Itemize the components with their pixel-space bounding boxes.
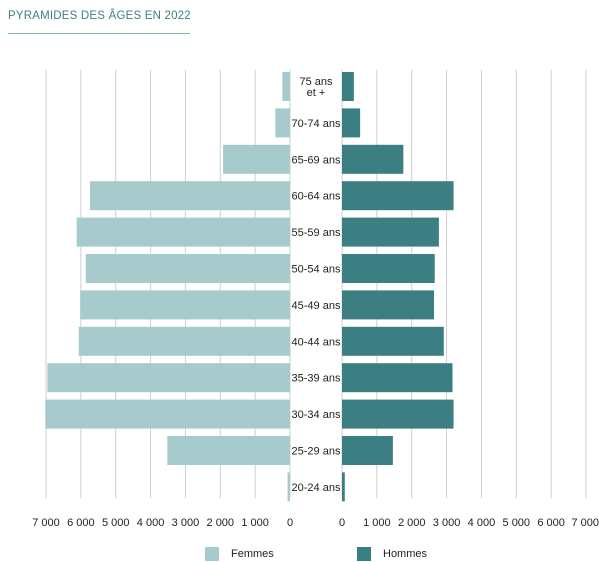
x-tick-right: 0 (339, 517, 345, 529)
bar-hommes (342, 254, 435, 283)
bar-hommes (342, 217, 439, 247)
legend-label-hommes: Hommes (383, 548, 428, 560)
legend-label-femmes: Femmes (231, 548, 274, 560)
bar-hommes (342, 290, 435, 320)
x-tick-left: 7 000 (32, 517, 60, 529)
bar-femmes (76, 217, 290, 247)
age-label: et + (307, 87, 326, 99)
bar-hommes (342, 72, 354, 101)
bar-hommes (342, 144, 404, 174)
bar-hommes (342, 326, 444, 356)
x-tick-left: 0 (287, 517, 293, 529)
bar-hommes (342, 181, 454, 211)
age-label: 50-54 ans (292, 264, 341, 276)
age-label: 65-69 ans (292, 154, 341, 166)
bar-hommes (342, 363, 453, 393)
x-tick-right: 1 000 (363, 517, 391, 529)
age-label: 55-59 ans (292, 227, 341, 239)
age-label: 75 ans (299, 76, 333, 88)
legend-swatch-femmes (205, 547, 219, 561)
x-tick-left: 6 000 (67, 517, 95, 529)
x-tick-left: 2 000 (207, 517, 235, 529)
age-label: 70-74 ans (292, 118, 341, 130)
age-label: 20-24 ans (292, 482, 341, 494)
x-tick-right: 4 000 (468, 517, 496, 529)
bar-femmes (89, 181, 290, 211)
bar-femmes (85, 254, 290, 283)
bar-hommes (342, 436, 393, 465)
age-label: 40-44 ans (292, 336, 341, 348)
age-label: 35-39 ans (292, 373, 341, 385)
x-tick-left: 1 000 (241, 517, 269, 529)
x-tick-right: 6 000 (537, 517, 565, 529)
bar-hommes (342, 108, 361, 138)
x-tick-left: 5 000 (102, 517, 130, 529)
bar-hommes (342, 399, 454, 429)
x-tick-right: 7 000 (571, 517, 599, 529)
title-underline (8, 33, 190, 34)
bar-femmes (287, 472, 290, 502)
x-tick-right: 5 000 (503, 517, 531, 529)
x-tick-left: 3 000 (172, 517, 200, 529)
bar-femmes (282, 72, 290, 101)
legend-item-hommes: Hommes (357, 547, 427, 561)
legend-swatch-hommes (357, 547, 371, 561)
bar-femmes (167, 436, 290, 465)
chart-title: PYRAMIDES DES ÂGES EN 2022 (8, 10, 191, 22)
bar-femmes (45, 399, 290, 429)
bar-femmes (80, 290, 290, 320)
bar-femmes (78, 326, 290, 356)
age-label: 25-29 ans (292, 446, 341, 458)
bar-femmes (223, 144, 290, 174)
bar-femmes (47, 363, 290, 393)
bar-femmes (275, 108, 290, 138)
bar-hommes (342, 472, 345, 502)
x-tick-left: 4 000 (137, 517, 165, 529)
age-label: 60-64 ans (292, 191, 341, 203)
age-label: 30-34 ans (292, 409, 341, 421)
x-tick-right: 3 000 (433, 517, 461, 529)
age-label: 45-49 ans (292, 300, 341, 312)
x-tick-right: 2 000 (398, 517, 426, 529)
legend-item-femmes: Femmes (205, 547, 274, 561)
